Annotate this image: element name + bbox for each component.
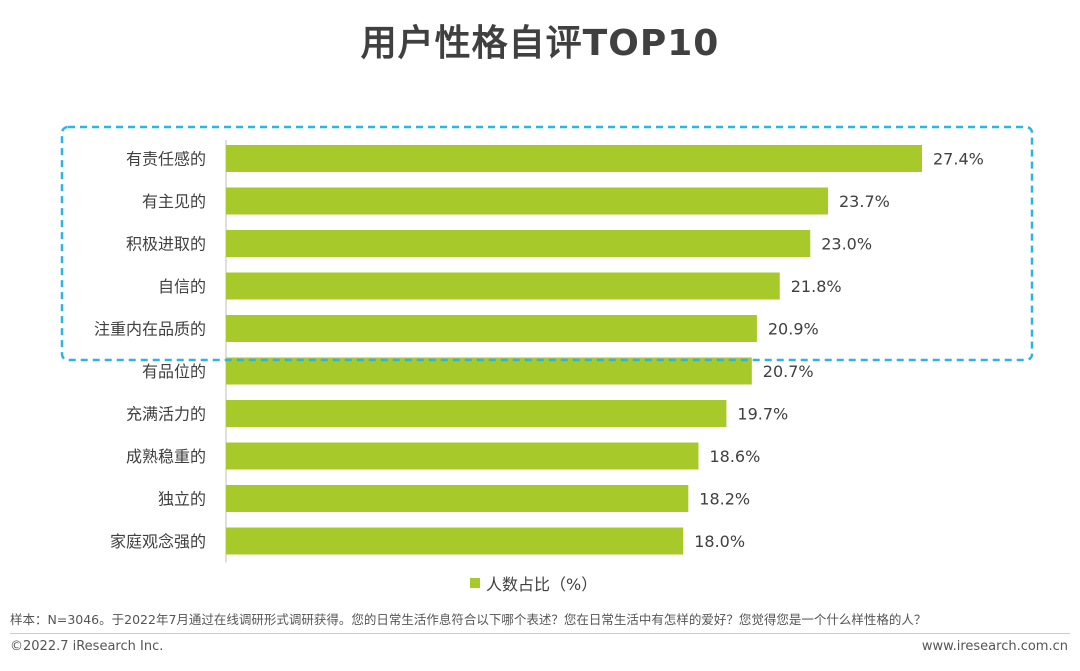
- bar: [226, 527, 684, 555]
- legend: 人数占比（%）: [470, 571, 597, 595]
- bar: [226, 187, 829, 215]
- bar: [226, 272, 780, 300]
- bar: [226, 400, 727, 427]
- copyright: ©2022.7 iResearch Inc.: [10, 639, 164, 654]
- bar-chart: 有责任感的 27.4% 有主见的 23.7% 积极进取的 23.0% 自信的 21.8% 注重内…: [60, 125, 1034, 563]
- value-label: 18.6%: [709, 447, 760, 466]
- bar: [226, 315, 757, 342]
- legend-label: 人数占比（%）: [486, 575, 598, 594]
- chart-title: 用户性格自评TOP10: [360, 23, 720, 64]
- legend-swatch: [470, 578, 480, 588]
- bar: [226, 442, 699, 470]
- category-label: 积极进取的: [126, 235, 206, 254]
- value-label: 20.9%: [768, 320, 819, 339]
- value-label: 23.7%: [839, 192, 890, 211]
- bar: [226, 230, 811, 257]
- footer-divider: [10, 633, 1070, 634]
- website: www.iresearch.com.cn: [921, 639, 1068, 654]
- category-label: 充满活力的: [126, 405, 206, 424]
- category-label: 家庭观念强的: [110, 532, 206, 551]
- value-label: 27.4%: [933, 150, 984, 169]
- bar: [226, 485, 689, 512]
- category-label: 有主见的: [142, 192, 206, 211]
- category-label: 独立的: [158, 490, 206, 509]
- bar: [226, 357, 752, 385]
- value-label: 18.0%: [694, 532, 745, 551]
- value-label: 23.0%: [821, 235, 872, 254]
- value-label: 20.7%: [763, 362, 814, 381]
- category-label: 成熟稳重的: [126, 447, 206, 466]
- category-label: 自信的: [158, 277, 206, 296]
- category-label: 注重内在品质的: [94, 320, 206, 339]
- category-label: 有品位的: [142, 362, 206, 381]
- category-label: 有责任感的: [126, 150, 206, 169]
- value-label: 18.2%: [699, 490, 750, 509]
- value-label: 21.8%: [791, 277, 842, 296]
- bar: [226, 145, 922, 172]
- value-label: 19.7%: [737, 405, 788, 424]
- sample-note: 样本：N=3046。于2022年7月通过在线调研形式调研获得。您的日常生活作息符…: [10, 612, 927, 627]
